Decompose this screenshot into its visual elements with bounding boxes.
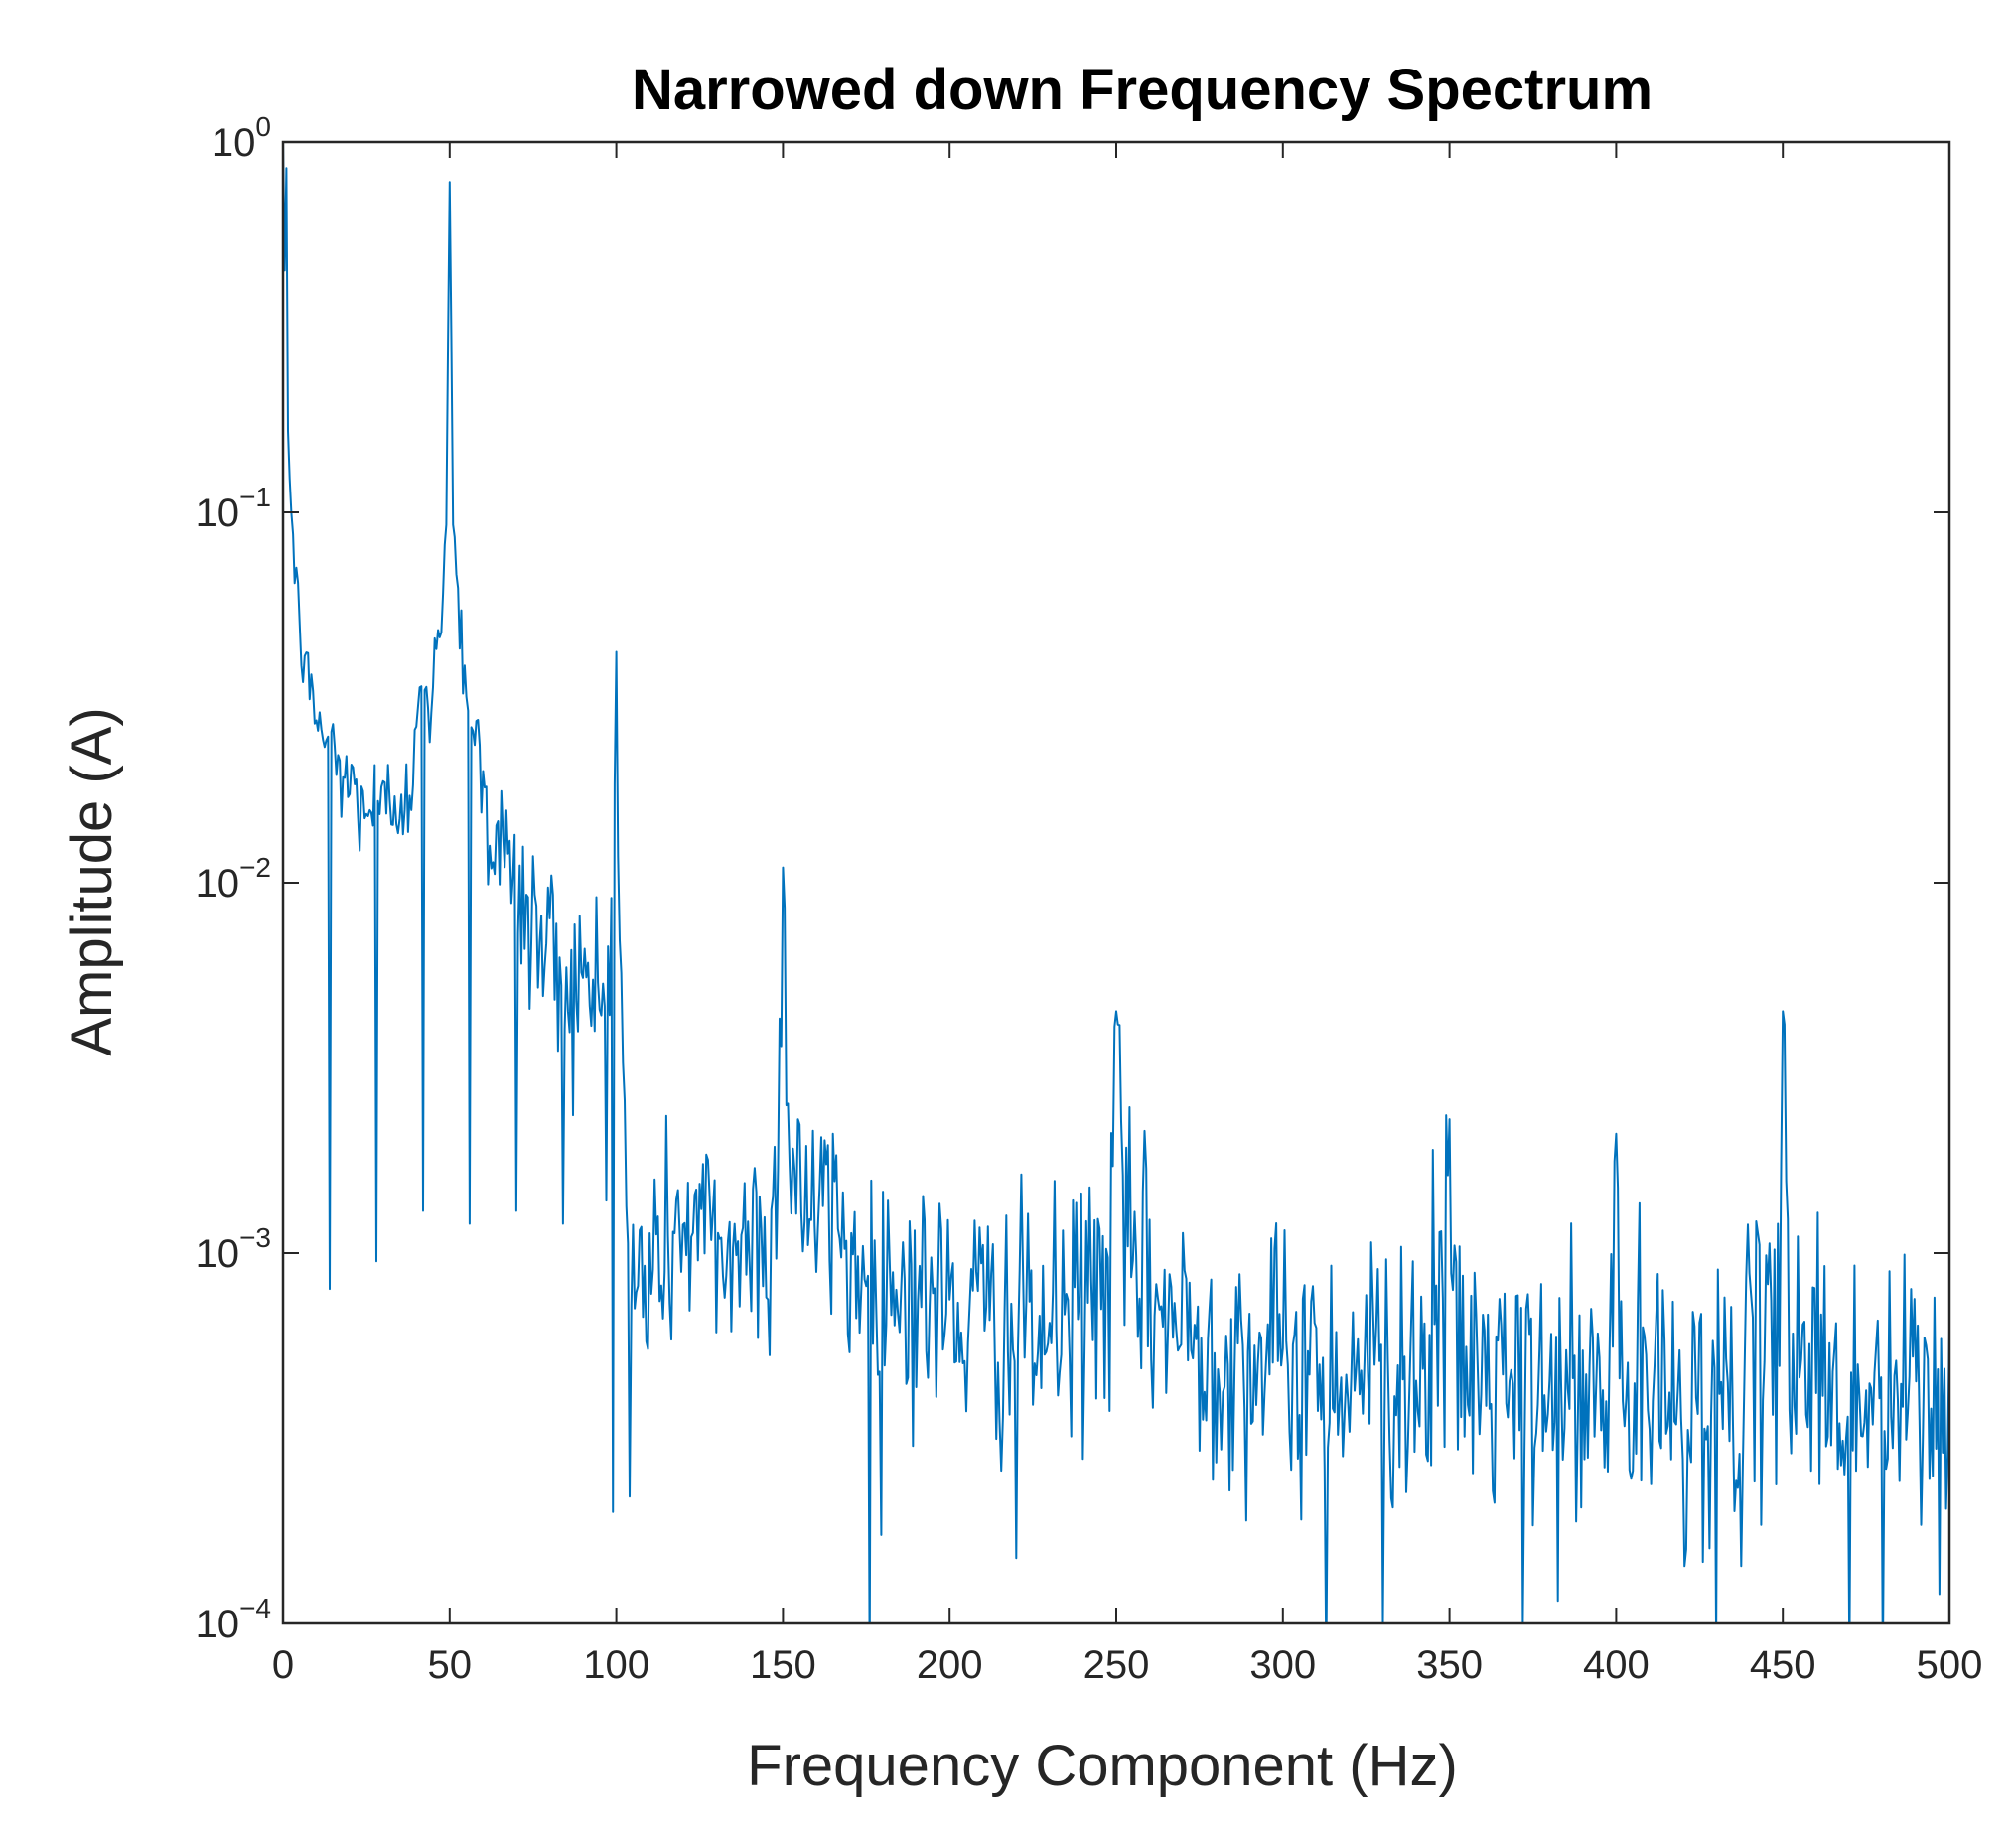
y-axis-ticks: 10−4 10−3 10−2 10−1 100 <box>196 111 1949 1646</box>
plot-area <box>281 140 1951 1625</box>
x-tick-label: 250 <box>1083 1643 1150 1687</box>
y-tick-label: 10−1 <box>196 482 271 535</box>
x-tick-label: 450 <box>1750 1643 1816 1687</box>
y-tick-label: 10−2 <box>196 852 271 906</box>
spectrum-series-line <box>283 142 1949 1623</box>
y-tick-label: 10−3 <box>196 1222 271 1276</box>
x-tick-label: 200 <box>917 1643 983 1687</box>
x-axis-label: Frequency Component (Hz) <box>747 1734 1458 1798</box>
y-tick-label: 10−4 <box>196 1593 271 1646</box>
chart-title: Narrowed down Frequency Spectrum <box>632 58 1653 122</box>
x-tick-label: 500 <box>1917 1643 1983 1687</box>
x-tick-label: 100 <box>583 1643 649 1687</box>
x-tick-label: 300 <box>1249 1643 1316 1687</box>
x-tick-label: 150 <box>750 1643 816 1687</box>
x-tick-label: 400 <box>1583 1643 1650 1687</box>
x-tick-label: 350 <box>1416 1643 1483 1687</box>
y-axis-label: Amplitude (A) <box>60 707 124 1055</box>
x-axis-ticks: 0 50 100 150 200 250 300 350 400 450 500 <box>272 142 1983 1687</box>
x-tick-label: 50 <box>428 1643 473 1687</box>
y-tick-label: 100 <box>212 111 271 165</box>
x-tick-label: 0 <box>272 1643 294 1687</box>
